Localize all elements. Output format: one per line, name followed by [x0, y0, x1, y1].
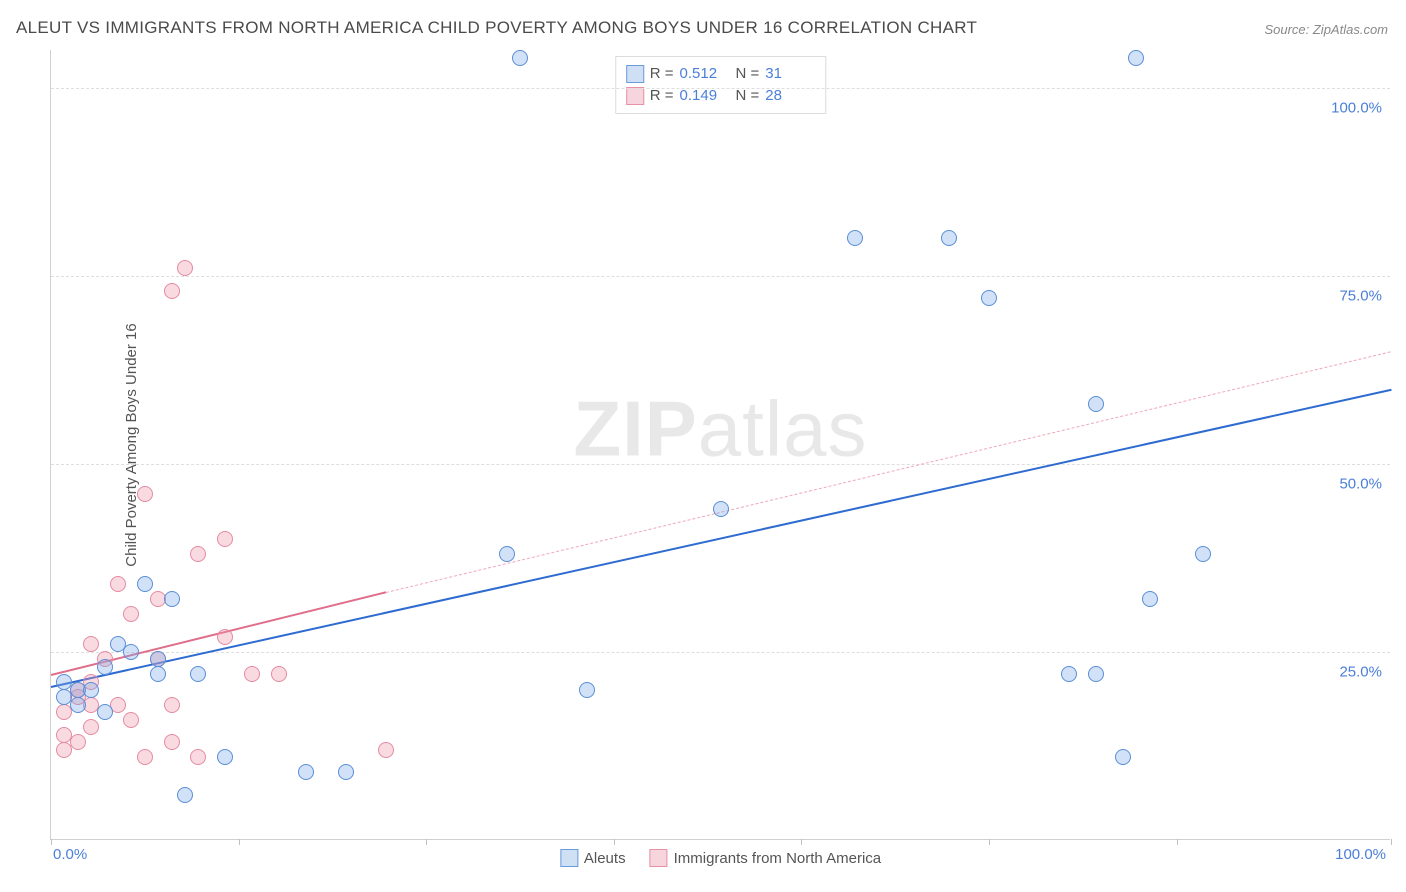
x-tick	[989, 839, 990, 845]
x-tick	[239, 839, 240, 845]
scatter-point	[164, 283, 180, 299]
scatter-point	[70, 734, 86, 750]
scatter-point	[1142, 591, 1158, 607]
scatter-point	[190, 666, 206, 682]
scatter-point	[190, 546, 206, 562]
legend-row-aleuts: R = 0.512 N = 31	[626, 63, 816, 85]
scatter-point	[499, 546, 515, 562]
scatter-point	[190, 749, 206, 765]
n-value-aleuts: 31	[765, 63, 815, 85]
scatter-point	[137, 576, 153, 592]
gridline	[51, 464, 1390, 465]
gridline	[51, 652, 1390, 653]
correlation-legend: R = 0.512 N = 31 R = 0.149 N = 28	[615, 56, 827, 114]
scatter-point	[97, 704, 113, 720]
r-label: R =	[650, 63, 674, 85]
gridline	[51, 88, 1390, 89]
scatter-point	[338, 764, 354, 780]
scatter-point	[70, 697, 86, 713]
scatter-point	[83, 719, 99, 735]
y-tick-label: 100.0%	[1331, 99, 1382, 116]
scatter-point	[847, 230, 863, 246]
scatter-point	[378, 742, 394, 758]
scatter-point	[271, 666, 287, 682]
gridline	[51, 276, 1390, 277]
scatter-point	[217, 629, 233, 645]
scatter-point	[1128, 50, 1144, 66]
y-tick-label: 25.0%	[1339, 663, 1382, 680]
scatter-point	[123, 606, 139, 622]
scatter-point	[177, 787, 193, 803]
scatter-point	[83, 636, 99, 652]
scatter-point	[512, 50, 528, 66]
scatter-point	[217, 531, 233, 547]
scatter-point	[97, 659, 113, 675]
scatter-point	[123, 712, 139, 728]
trendline	[51, 389, 1391, 688]
scatter-point	[298, 764, 314, 780]
trendline	[386, 351, 1391, 593]
legend-label-aleuts: Aleuts	[584, 850, 626, 867]
immigrants-swatch-icon	[626, 87, 644, 105]
x-tick-label: 0.0%	[53, 846, 87, 863]
scatter-point	[150, 666, 166, 682]
watermark: ZIPatlas	[573, 383, 867, 474]
scatter-point	[1195, 546, 1211, 562]
watermark-rest: atlas	[698, 384, 868, 472]
x-tick	[801, 839, 802, 845]
n-label: N =	[736, 63, 760, 85]
scatter-point	[177, 260, 193, 276]
aleuts-swatch-icon	[560, 849, 578, 867]
x-tick	[426, 839, 427, 845]
scatter-point	[1061, 666, 1077, 682]
scatter-point	[164, 697, 180, 713]
legend-label-immigrants: Immigrants from North America	[674, 850, 882, 867]
scatter-point	[164, 591, 180, 607]
chart-container: ALEUT VS IMMIGRANTS FROM NORTH AMERICA C…	[0, 0, 1406, 892]
scatter-point	[123, 644, 139, 660]
x-tick-label: 100.0%	[1335, 846, 1386, 863]
aleuts-swatch-icon	[626, 65, 644, 83]
scatter-point	[1115, 749, 1131, 765]
y-tick-label: 75.0%	[1339, 287, 1382, 304]
scatter-point	[217, 749, 233, 765]
x-tick	[1391, 839, 1392, 845]
scatter-point	[244, 666, 260, 682]
plot-area: ZIPatlas R = 0.512 N = 31 R = 0.149 N = …	[50, 50, 1390, 840]
series-legend: Aleuts Immigrants from North America	[560, 849, 881, 867]
watermark-bold: ZIP	[573, 384, 697, 472]
scatter-point	[941, 230, 957, 246]
x-tick	[51, 839, 52, 845]
scatter-point	[150, 651, 166, 667]
scatter-point	[83, 682, 99, 698]
scatter-point	[137, 486, 153, 502]
scatter-point	[981, 290, 997, 306]
legend-item-immigrants: Immigrants from North America	[650, 849, 882, 867]
scatter-point	[579, 682, 595, 698]
scatter-point	[1088, 396, 1104, 412]
r-value-aleuts: 0.512	[680, 63, 730, 85]
scatter-point	[713, 501, 729, 517]
immigrants-swatch-icon	[650, 849, 668, 867]
scatter-point	[1088, 666, 1104, 682]
scatter-point	[110, 576, 126, 592]
legend-item-aleuts: Aleuts	[560, 849, 626, 867]
chart-title: ALEUT VS IMMIGRANTS FROM NORTH AMERICA C…	[16, 18, 977, 38]
x-tick	[614, 839, 615, 845]
source-attribution: Source: ZipAtlas.com	[1264, 22, 1388, 37]
x-tick	[1177, 839, 1178, 845]
scatter-point	[137, 749, 153, 765]
y-tick-label: 50.0%	[1339, 475, 1382, 492]
scatter-point	[164, 734, 180, 750]
